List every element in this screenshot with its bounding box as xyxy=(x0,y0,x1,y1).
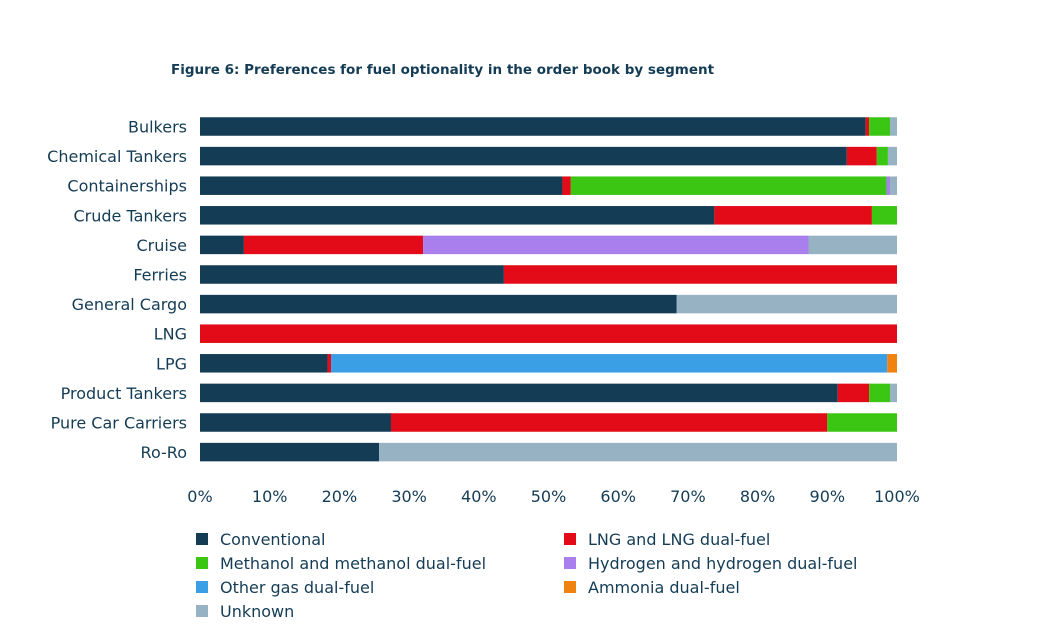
legend-item-lng-and-lng-dual-fuel: LNG and LNG dual-fuel xyxy=(564,528,770,550)
legend-item-conventional: Conventional xyxy=(196,528,325,550)
bar-segment-containerships-unknown xyxy=(890,176,897,195)
bar-segment-cruise-unknown xyxy=(808,235,897,255)
legend-swatch xyxy=(196,581,208,593)
bar-segment-lng-lng-and-lng-dual-fuel xyxy=(200,324,897,343)
bar-segment-chemical-tankers-lng-and-lng-dual-fuel xyxy=(846,146,877,166)
category-label-crude-tankers: Crude Tankers xyxy=(74,206,188,225)
category-label-pure-car-carriers: Pure Car Carriers xyxy=(51,414,187,433)
legend-item-other-gas-dual-fuel: Other gas dual-fuel xyxy=(196,576,374,598)
x-tick-label: 70% xyxy=(670,487,706,506)
x-tick-label: 20% xyxy=(322,487,358,506)
bar-segment-product-tankers-conventional xyxy=(200,383,838,403)
bar-segment-general-cargo-conventional xyxy=(200,294,677,314)
bar-segment-containerships-conventional xyxy=(200,176,563,195)
x-tick-label: 90% xyxy=(810,487,846,506)
category-label-bulkers: Bulkers xyxy=(128,118,187,137)
legend-label: Hydrogen and hydrogen dual-fuel xyxy=(588,553,858,573)
category-label-cruise: Cruise xyxy=(136,236,187,255)
legend-item-methanol-and-methanol-dual-fuel: Methanol and methanol dual-fuel xyxy=(196,552,486,574)
legend-label: Ammonia dual-fuel xyxy=(588,577,740,597)
bar-segment-bulkers-unknown xyxy=(890,117,897,136)
legend-swatch xyxy=(564,581,576,593)
category-label-chemical-tankers: Chemical Tankers xyxy=(47,147,187,166)
stacked-bar-chart: Bulkers Chemical Tankers Containerships Cru… xyxy=(47,117,920,506)
legend-swatch xyxy=(196,605,208,617)
legend-swatch xyxy=(196,533,208,545)
legend-item-hydrogen-and-hydrogen-dual-fuel: Hydrogen and hydrogen dual-fuel xyxy=(564,552,857,574)
bar-segment-chemical-tankers-conventional xyxy=(200,146,847,166)
category-label-lng: LNG xyxy=(154,325,187,344)
legend-swatch xyxy=(564,533,576,545)
bar-segment-chemical-tankers-methanol-and-methanol-dual-fuel xyxy=(876,146,888,166)
legend-item-unknown: Unknown xyxy=(196,600,294,622)
bar-segment-bulkers-lng-and-lng-dual-fuel xyxy=(865,117,870,136)
legend-label: Conventional xyxy=(220,529,326,549)
bar-segment-pure-car-carriers-conventional xyxy=(200,413,391,432)
bar-segment-lpg-lng-and-lng-dual-fuel xyxy=(327,354,332,373)
bar-segment-lpg-other-gas-dual-fuel xyxy=(331,354,888,373)
legend-item-ammonia-dual-fuel: Ammonia dual-fuel xyxy=(564,576,740,598)
x-tick-label: 40% xyxy=(461,487,497,506)
bar-segment-general-cargo-unknown xyxy=(676,294,897,314)
bar-segment-cruise-conventional xyxy=(200,235,244,255)
x-tick-label: 50% xyxy=(531,487,567,506)
legend-swatch xyxy=(196,557,208,569)
bar-segment-ferries-conventional xyxy=(200,265,504,284)
bar-segment-containerships-hydrogen-and-hydrogen-dual-fuel xyxy=(886,176,891,195)
x-tick-label: 100% xyxy=(874,487,920,506)
chart-legend: Conventional LNG and LNG dual-fuel Methano… xyxy=(196,528,936,628)
bar-segment-pure-car-carriers-methanol-and-methanol-dual-fuel xyxy=(827,413,897,432)
bar-segment-bulkers-methanol-and-methanol-dual-fuel xyxy=(869,117,891,136)
x-tick-label: 80% xyxy=(740,487,776,506)
bar-segment-containerships-methanol-and-methanol-dual-fuel xyxy=(570,176,887,195)
bar-segment-pure-car-carriers-lng-and-lng-dual-fuel xyxy=(390,413,828,432)
bar-segment-containerships-lng-and-lng-dual-fuel xyxy=(562,176,571,195)
bar-segment-lpg-conventional xyxy=(200,354,328,373)
bar-segment-ro-ro-unknown xyxy=(379,442,897,462)
bar-segment-lpg-ammonia-dual-fuel xyxy=(887,354,897,373)
bar-segment-chemical-tankers-unknown xyxy=(887,146,897,166)
bar-segment-product-tankers-unknown xyxy=(890,383,897,403)
bar-segment-bulkers-conventional xyxy=(200,117,866,136)
bar-segment-crude-tankers-lng-and-lng-dual-fuel xyxy=(714,206,872,225)
category-label-product-tankers: Product Tankers xyxy=(61,384,187,403)
category-label-lpg: LPG xyxy=(156,354,187,373)
legend-label: Methanol and methanol dual-fuel xyxy=(220,553,487,573)
x-tick-label: 30% xyxy=(391,487,427,506)
bar-segment-crude-tankers-conventional xyxy=(200,206,715,225)
bar-segment-ferries-lng-and-lng-dual-fuel xyxy=(503,265,897,284)
x-tick-label: 10% xyxy=(252,487,288,506)
category-label-containerships: Containerships xyxy=(67,177,187,196)
bar-segment-product-tankers-methanol-and-methanol-dual-fuel xyxy=(869,383,891,403)
category-label-ferries: Ferries xyxy=(133,266,187,285)
bar-segment-crude-tankers-methanol-and-methanol-dual-fuel xyxy=(871,206,897,225)
legend-label: Unknown xyxy=(220,601,295,621)
x-tick-label: 60% xyxy=(600,487,636,506)
legend-label: LNG and LNG dual-fuel xyxy=(588,529,771,549)
legend-swatch xyxy=(564,557,576,569)
x-tick-label: 0% xyxy=(187,487,212,506)
category-label-general-cargo: General Cargo xyxy=(72,295,187,314)
category-label-ro-ro: Ro-Ro xyxy=(141,443,187,462)
bar-segment-product-tankers-lng-and-lng-dual-fuel xyxy=(837,383,870,403)
legend-label: Other gas dual-fuel xyxy=(220,577,375,597)
bar-segment-cruise-hydrogen-and-hydrogen-dual-fuel xyxy=(423,235,809,255)
bar-segment-ro-ro-conventional xyxy=(200,442,380,462)
chart-title: Figure 6: Preferences for fuel optionali… xyxy=(171,62,715,78)
bar-segment-cruise-lng-and-lng-dual-fuel xyxy=(243,235,424,255)
